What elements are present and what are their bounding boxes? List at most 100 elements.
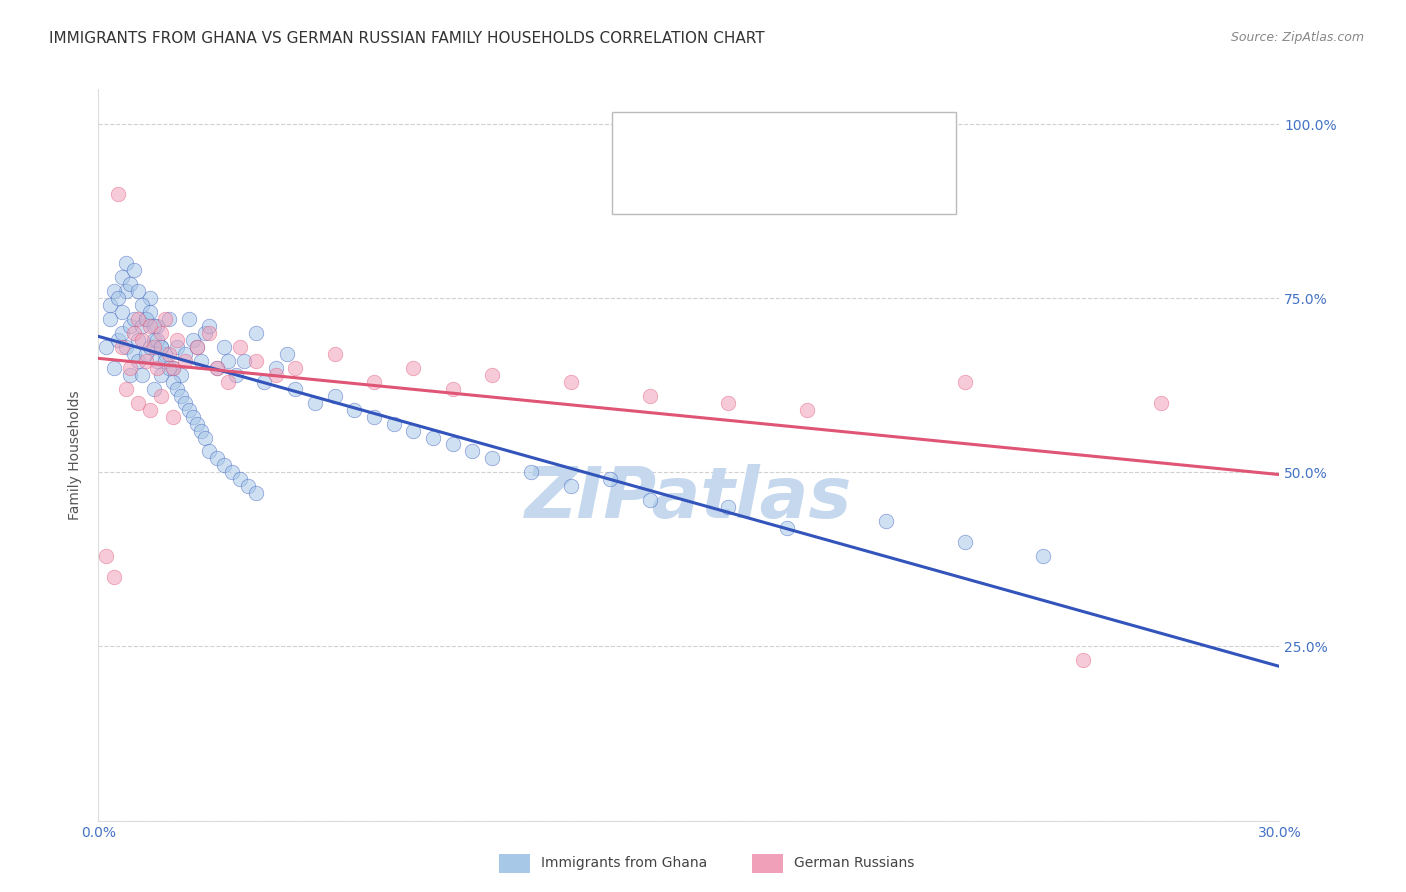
Point [157, 347, 180, 361]
Point [323, 389, 346, 403]
Point [157, 360, 180, 375]
Point [177, 402, 200, 417]
Point [122, 347, 145, 361]
Point [150, 340, 173, 354]
Point [560, 375, 582, 389]
Point [162, 409, 184, 424]
Point [146, 333, 169, 347]
Point [304, 395, 326, 409]
Point [135, 347, 157, 361]
Point [190, 354, 212, 368]
Point [98, 312, 121, 326]
Point [127, 284, 149, 298]
Point [245, 326, 267, 340]
Point [776, 521, 799, 535]
Point [150, 340, 173, 354]
Point [481, 368, 503, 382]
Point [127, 312, 149, 326]
Point [138, 291, 160, 305]
Point [441, 382, 464, 396]
Point [214, 458, 236, 473]
Point [127, 354, 149, 368]
Point [197, 319, 219, 334]
Point [142, 382, 165, 396]
Point [103, 570, 125, 584]
Point [118, 319, 141, 334]
Point [225, 368, 247, 382]
Point [284, 360, 307, 375]
Point [214, 340, 236, 354]
Point [122, 263, 145, 277]
Point [98, 298, 121, 312]
Point [186, 340, 208, 354]
Point [190, 424, 212, 438]
Point [115, 340, 138, 354]
Point [221, 466, 243, 480]
Point [115, 256, 138, 270]
Point [520, 466, 543, 480]
Point [461, 444, 484, 458]
Point [138, 319, 160, 334]
Point [150, 326, 173, 340]
Point [138, 340, 160, 354]
Point [174, 347, 197, 361]
Point [177, 312, 200, 326]
Point [135, 312, 157, 326]
Point [217, 375, 239, 389]
Point [118, 360, 141, 375]
Point [382, 417, 405, 431]
Point [422, 430, 444, 444]
Point [162, 375, 184, 389]
Point [253, 375, 276, 389]
Point [343, 402, 366, 417]
Point [560, 479, 582, 493]
Point [107, 333, 129, 347]
Point [717, 395, 740, 409]
Point [245, 354, 267, 368]
Point [138, 305, 160, 319]
Point [103, 360, 125, 375]
Point [264, 368, 287, 382]
Point [1032, 549, 1054, 563]
Point [229, 472, 252, 486]
Point [111, 305, 134, 319]
Point [122, 326, 145, 340]
Point [131, 333, 153, 347]
Point [107, 291, 129, 305]
Point [155, 312, 177, 326]
Point [142, 340, 165, 354]
Point [146, 319, 169, 334]
Point [194, 326, 217, 340]
Point [953, 375, 976, 389]
Point [174, 395, 197, 409]
Point [363, 409, 385, 424]
Point [166, 340, 188, 354]
Text: Immigrants from Ghana: Immigrants from Ghana [541, 856, 707, 871]
Text: IMMIGRANTS FROM GHANA VS GERMAN RUSSIAN FAMILY HOUSEHOLDS CORRELATION CHART: IMMIGRANTS FROM GHANA VS GERMAN RUSSIAN … [49, 31, 765, 46]
Point [111, 270, 134, 285]
Point [638, 389, 661, 403]
Point [96, 549, 118, 563]
Point [197, 326, 219, 340]
Text: German Russians: German Russians [794, 856, 915, 871]
Point [197, 444, 219, 458]
Point [131, 298, 153, 312]
Point [103, 284, 125, 298]
Point [205, 451, 228, 466]
Point [236, 479, 259, 493]
Point [284, 382, 307, 396]
Point [150, 368, 173, 382]
Point [131, 319, 153, 334]
Point [118, 368, 141, 382]
Point [1071, 653, 1094, 667]
Point [181, 333, 204, 347]
Point [142, 333, 165, 347]
Point [323, 347, 346, 361]
Point [205, 360, 228, 375]
Point [115, 284, 138, 298]
Point [135, 312, 157, 326]
Point [796, 402, 818, 417]
Text: Source: ZipAtlas.com: Source: ZipAtlas.com [1230, 31, 1364, 45]
Point [186, 340, 208, 354]
Point [441, 437, 464, 451]
